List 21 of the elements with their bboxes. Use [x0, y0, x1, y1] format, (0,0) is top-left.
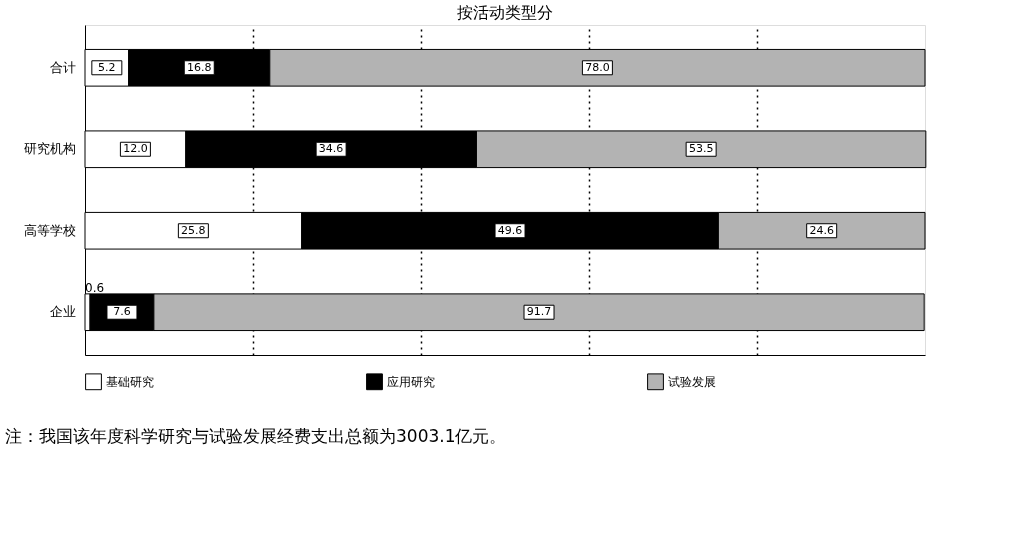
legend-label: 应用研究	[387, 374, 435, 389]
data-label: 7.6	[113, 305, 131, 319]
data-label: 78.0	[585, 60, 610, 74]
y-tick-label: 合计	[49, 59, 76, 75]
data-label: 34.6	[318, 142, 344, 156]
data-label: 12.0	[123, 142, 148, 156]
legend-label: 试验发展	[668, 374, 716, 389]
text: 注：我国该年度科学研究与试验发展经费支出总额为3003.1亿元。	[5, 426, 507, 446]
data-label: 53.5	[688, 142, 714, 156]
y-tick-label: 高等学校	[23, 222, 76, 238]
data-label: 5.2	[98, 60, 116, 74]
data-label: 0.6	[85, 281, 105, 296]
y-tick-label: 企业	[49, 304, 76, 320]
legend-label: 基础研究	[106, 374, 154, 389]
chart-title: 按活动类型分	[457, 3, 553, 22]
data-label: 91.7	[526, 305, 552, 319]
data-label: 49.6	[497, 223, 523, 237]
data-label: 24.6	[809, 223, 834, 237]
data-label: 16.8	[186, 60, 212, 74]
y-tick-label: 研究机构	[23, 141, 76, 157]
data-label: 25.8	[181, 223, 206, 237]
